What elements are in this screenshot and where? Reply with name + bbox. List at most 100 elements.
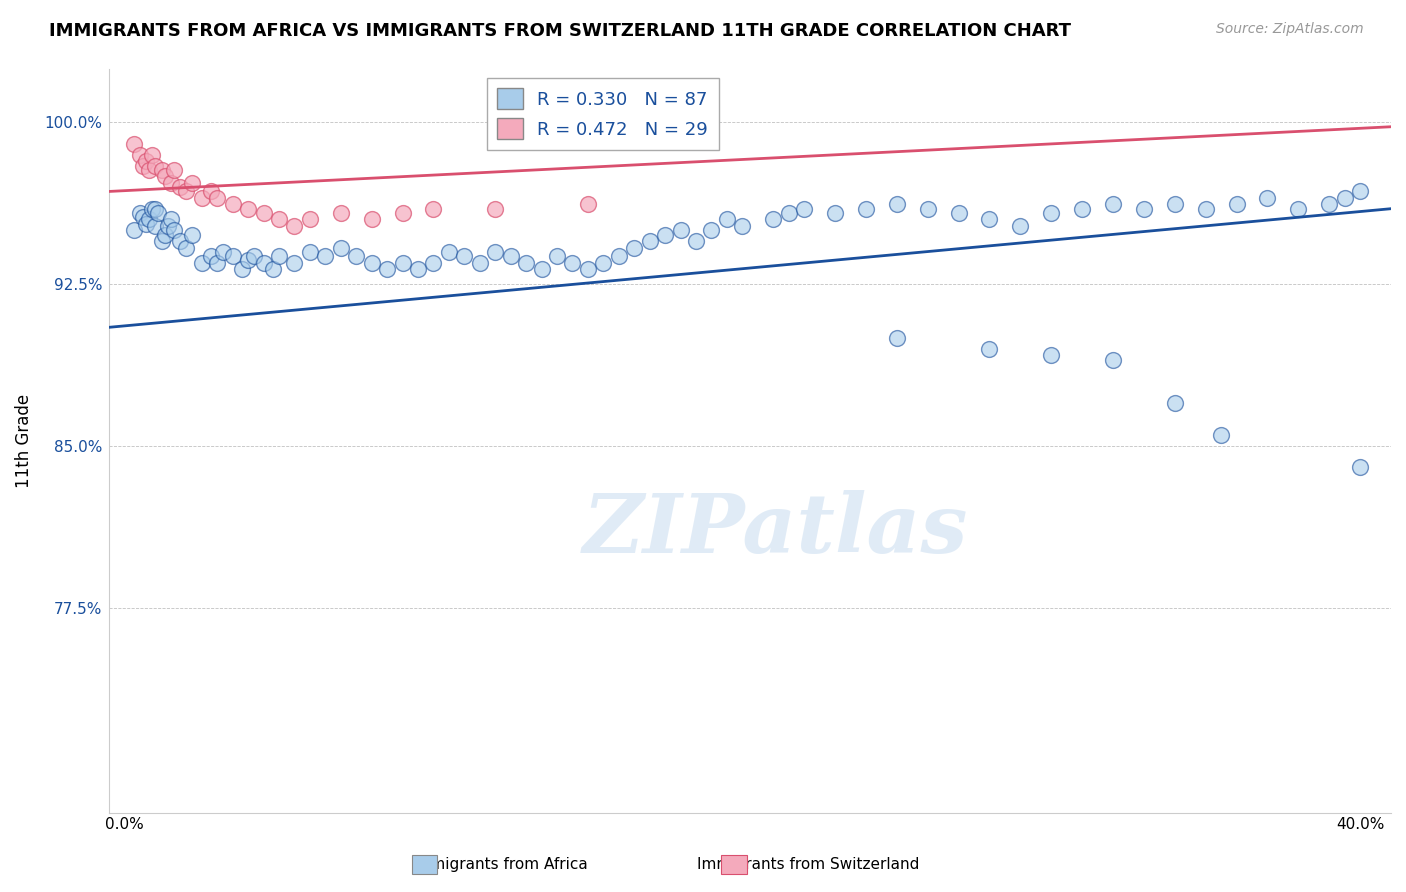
Point: [314, 249, 336, 263]
Point: [262, 262, 284, 277]
Point: [1348, 460, 1371, 475]
Point: [406, 262, 429, 277]
Point: [298, 212, 321, 227]
Point: [145, 159, 167, 173]
Point: [437, 244, 460, 259]
Point: [530, 262, 553, 277]
Point: [135, 217, 157, 231]
Point: [145, 219, 167, 233]
Point: [638, 234, 661, 248]
Point: [1195, 202, 1218, 216]
Point: [360, 255, 382, 269]
Point: [1286, 202, 1309, 216]
Point: [298, 244, 321, 259]
Point: [1225, 197, 1247, 211]
Point: [283, 219, 305, 233]
Point: [169, 234, 191, 248]
Point: [190, 191, 212, 205]
Point: [886, 197, 908, 211]
Point: [1317, 197, 1340, 211]
Point: [132, 159, 155, 173]
Point: [181, 227, 204, 242]
Point: [160, 212, 183, 227]
Point: [205, 191, 228, 205]
Point: [979, 342, 1001, 356]
Point: [200, 185, 222, 199]
Y-axis label: 11th Grade: 11th Grade: [15, 393, 32, 488]
Point: [243, 249, 266, 263]
Point: [391, 255, 413, 269]
Point: [221, 249, 243, 263]
Point: [484, 202, 506, 216]
Point: [778, 206, 800, 220]
Point: [468, 255, 491, 269]
Point: [1164, 197, 1187, 211]
Point: [153, 227, 176, 242]
Point: [576, 197, 599, 211]
Point: [135, 154, 157, 169]
Point: [169, 180, 191, 194]
Point: [654, 227, 676, 242]
Point: [141, 148, 163, 162]
Point: [231, 262, 253, 277]
Point: [824, 206, 846, 220]
Point: [453, 249, 475, 263]
Point: [1102, 197, 1125, 211]
Point: [731, 219, 754, 233]
Point: [422, 202, 444, 216]
Point: [515, 255, 537, 269]
Text: Immigrants from Africa: Immigrants from Africa: [411, 857, 588, 872]
Point: [153, 169, 176, 184]
Point: [200, 249, 222, 263]
Point: [252, 206, 274, 220]
Text: Source: ZipAtlas.com: Source: ZipAtlas.com: [1216, 22, 1364, 37]
Point: [1164, 396, 1187, 410]
Point: [1348, 185, 1371, 199]
Text: ZIPatlas: ZIPatlas: [583, 490, 969, 570]
Point: [1256, 191, 1278, 205]
Point: [592, 255, 614, 269]
Point: [1071, 202, 1094, 216]
Point: [1040, 206, 1063, 220]
Point: [221, 197, 243, 211]
Point: [267, 249, 290, 263]
Point: [190, 255, 212, 269]
Point: [174, 185, 197, 199]
Point: [1102, 352, 1125, 367]
Point: [138, 162, 160, 177]
Point: [391, 206, 413, 220]
Point: [205, 255, 228, 269]
Point: [150, 162, 173, 177]
Point: [236, 202, 259, 216]
Text: IMMIGRANTS FROM AFRICA VS IMMIGRANTS FROM SWITZERLAND 11TH GRADE CORRELATION CHA: IMMIGRANTS FROM AFRICA VS IMMIGRANTS FRO…: [49, 22, 1071, 40]
Point: [329, 240, 352, 254]
Point: [138, 212, 160, 227]
Point: [344, 249, 367, 263]
Text: Immigrants from Switzerland: Immigrants from Switzerland: [697, 857, 920, 872]
Point: [181, 176, 204, 190]
Point: [267, 212, 290, 227]
Point: [855, 202, 877, 216]
Point: [716, 212, 738, 227]
Point: [561, 255, 583, 269]
Point: [422, 255, 444, 269]
Point: [484, 244, 506, 259]
Point: [948, 206, 970, 220]
Point: [1133, 202, 1156, 216]
Point: [360, 212, 382, 227]
Point: [607, 249, 630, 263]
Point: [145, 202, 167, 216]
Point: [685, 234, 707, 248]
Point: [793, 202, 815, 216]
Point: [1010, 219, 1032, 233]
Point: [163, 223, 186, 237]
Point: [329, 206, 352, 220]
Point: [762, 212, 785, 227]
Point: [1209, 428, 1232, 442]
Point: [212, 244, 235, 259]
Point: [122, 223, 145, 237]
Point: [150, 234, 173, 248]
Point: [499, 249, 522, 263]
Point: [623, 240, 645, 254]
Point: [141, 202, 163, 216]
